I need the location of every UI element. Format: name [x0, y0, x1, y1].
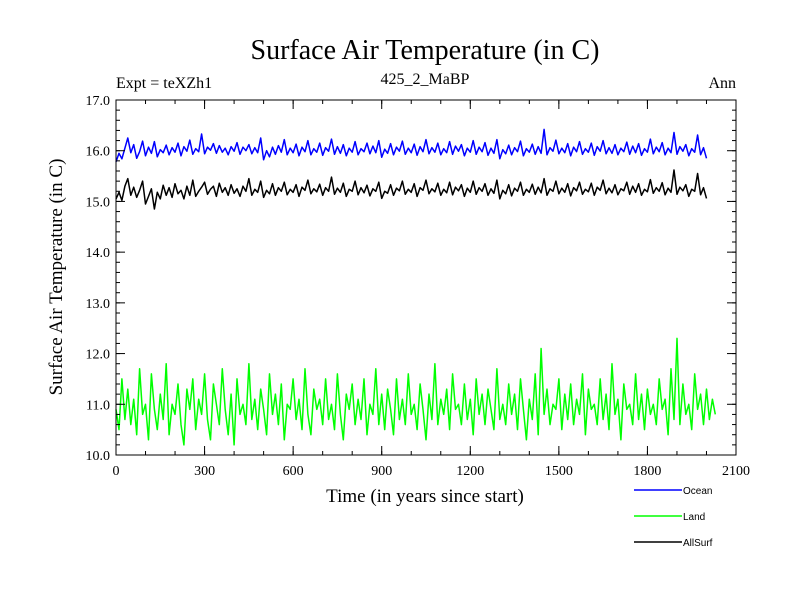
y-tick-label: 16.0 — [86, 145, 111, 160]
y-tick-label: 12.0 — [86, 348, 111, 363]
x-tick-label: 900 — [371, 464, 392, 479]
series-layer — [115, 128, 717, 446]
legend-label-allsurf: AllSurf — [683, 538, 713, 549]
x-tick-label: 300 — [194, 464, 215, 479]
x-tick-label: 1200 — [456, 464, 484, 479]
series-line-allsurf — [115, 169, 708, 210]
season-label: Ann — [708, 75, 736, 92]
legend-label-land: Land — [683, 512, 705, 523]
y-tick-label: 11.0 — [86, 398, 110, 413]
x-axis-label: Time (in years since start) — [326, 486, 524, 507]
chart-title: Surface Air Temperature (in C) — [251, 35, 600, 66]
experiment-label: Expt = teXZh1 — [116, 75, 212, 92]
y-tick-label: 15.0 — [86, 195, 111, 210]
plot-frame — [115, 99, 737, 456]
x-tick-label: 1500 — [545, 464, 573, 479]
series-line-land — [115, 337, 717, 446]
x-tick-label: 2100 — [722, 464, 750, 479]
x-tick-label: 0 — [113, 464, 120, 479]
y-tick-label: 14.0 — [86, 246, 111, 261]
y-axis-label: Surface Air Temperature (in C) — [46, 159, 67, 396]
period-label: 425_2_MaBP — [381, 71, 470, 88]
series-line-ocean — [115, 128, 708, 163]
y-tick-label: 10.0 — [86, 449, 111, 464]
legend-label-ocean: Ocean — [683, 486, 712, 497]
legend: Ocean Land AllSurf — [634, 486, 713, 549]
y-tick-label: 13.0 — [86, 297, 111, 312]
x-tick-label: 600 — [283, 464, 304, 479]
x-tick-label: 1800 — [633, 464, 661, 479]
axes-layer: 0 300 600 900 1200 1500 1800 2100 10.0 11.0 12.0 13… — [86, 94, 751, 479]
y-tick-label: 17.0 — [86, 94, 111, 109]
